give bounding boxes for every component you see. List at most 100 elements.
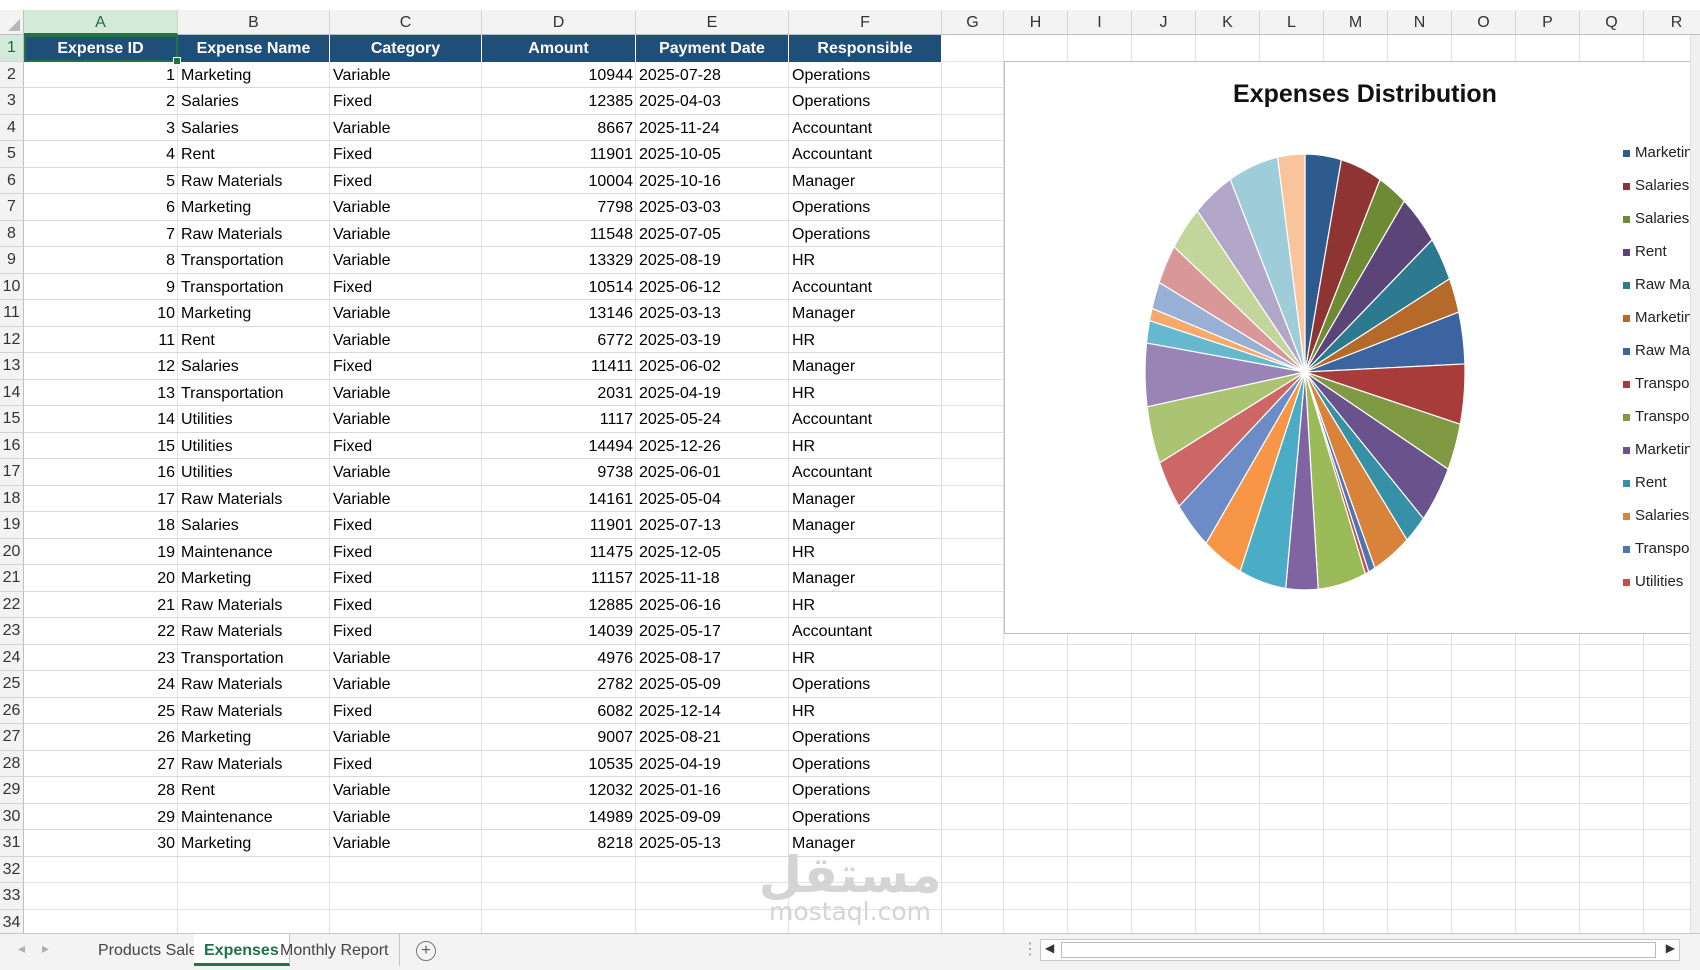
cell-expense-id[interactable]: 24 (157, 676, 175, 693)
cell-responsible[interactable]: Accountant (792, 119, 873, 137)
cell-responsible[interactable]: HR (792, 331, 816, 349)
cell-category[interactable]: Fixed (333, 755, 373, 773)
cell-category[interactable]: Fixed (333, 93, 373, 110)
cell-responsible[interactable]: Manager (792, 172, 856, 190)
cell-amount[interactable]: 13146 (588, 305, 634, 322)
cell-expense-name[interactable]: Raw Materials (181, 596, 283, 614)
cell-payment-date[interactable]: 2025-08-21 (639, 729, 721, 746)
add-sheet-icon[interactable]: + (416, 941, 436, 961)
header-category[interactable]: Category (330, 35, 482, 62)
cell-category[interactable]: Fixed (333, 437, 373, 455)
cell-payment-date[interactable]: 2025-07-13 (639, 517, 721, 534)
row-header-20[interactable]: 20 (0, 538, 24, 565)
cell-category[interactable]: Variable (333, 331, 391, 349)
cell-amount[interactable]: 14989 (588, 808, 634, 826)
cell-category[interactable]: Variable (333, 305, 391, 322)
cell-category[interactable]: Variable (333, 490, 391, 508)
cell-payment-date[interactable]: 2025-04-03 (639, 93, 721, 110)
column-header-n[interactable]: N (1388, 10, 1452, 35)
cell-payment-date[interactable]: 2025-06-16 (639, 596, 721, 614)
column-header-r[interactable]: R (1644, 10, 1700, 35)
cell-category[interactable]: Variable (333, 199, 391, 216)
row-header-7[interactable]: 7 (0, 194, 24, 221)
row-header-34[interactable]: 34 (0, 909, 24, 933)
cell-category[interactable]: Fixed (333, 172, 373, 190)
cell-payment-date[interactable]: 2025-11-24 (639, 119, 720, 137)
cell-expense-name[interactable]: Salaries (181, 93, 239, 110)
cell-expense-id[interactable]: 13 (157, 384, 175, 402)
cell-amount[interactable]: 13329 (588, 252, 634, 269)
cell-expense-id[interactable]: 16 (157, 464, 175, 481)
split-handle-icon[interactable]: ⋮ (1022, 941, 1038, 958)
cell-expense-name[interactable]: Marketing (181, 570, 252, 587)
cell-category[interactable]: Variable (333, 808, 391, 826)
column-header-a[interactable]: A (24, 10, 178, 35)
cell-expense-name[interactable]: Marketing (181, 305, 252, 322)
cell-expense-id[interactable]: 30 (157, 835, 175, 852)
cell-amount[interactable]: 14494 (588, 437, 634, 455)
column-header-g[interactable]: G (942, 10, 1004, 35)
cell-payment-date[interactable]: 2025-10-16 (639, 172, 721, 190)
cell-expense-name[interactable]: Raw Materials (181, 676, 283, 693)
cell-payment-date[interactable]: 2025-12-14 (639, 702, 721, 720)
cell-amount[interactable]: 8218 (597, 835, 633, 852)
cell-amount[interactable]: 12385 (588, 93, 634, 110)
cell-expense-name[interactable]: Raw Materials (181, 225, 283, 243)
row-header-31[interactable]: 31 (0, 830, 24, 857)
row-header-27[interactable]: 27 (0, 724, 24, 751)
cell-expense-name[interactable]: Rent (181, 146, 215, 163)
row-header-16[interactable]: 16 (0, 432, 24, 459)
cell-payment-date[interactable]: 2025-03-13 (639, 305, 721, 322)
cell-expense-name[interactable]: Rent (181, 331, 215, 349)
row-header-1[interactable]: 1 (0, 35, 24, 62)
scroll-right-icon[interactable]: ▶ (1665, 941, 1675, 955)
cell-payment-date[interactable]: 2025-06-12 (639, 278, 721, 296)
cell-responsible[interactable]: Operations (792, 782, 871, 799)
cell-expense-id[interactable]: 23 (157, 649, 175, 667)
column-header-k[interactable]: K (1196, 10, 1260, 35)
cell-amount[interactable]: 10004 (588, 172, 634, 190)
row-header-9[interactable]: 9 (0, 247, 24, 274)
cell-amount[interactable]: 11475 (589, 543, 633, 561)
cell-expense-name[interactable]: Salaries (181, 517, 239, 534)
row-header-30[interactable]: 30 (0, 803, 24, 830)
cell-payment-date[interactable]: 2025-05-09 (639, 676, 721, 693)
cell-expense-id[interactable]: 8 (166, 252, 175, 269)
cell-amount[interactable]: 2782 (597, 676, 633, 693)
cell-payment-date[interactable]: 2025-07-28 (639, 66, 721, 84)
cell-amount[interactable]: 8667 (597, 119, 633, 137)
cell-amount[interactable]: 11157 (590, 570, 633, 587)
cell-expense-id[interactable]: 7 (166, 225, 175, 243)
column-header-b[interactable]: B (178, 10, 330, 35)
pie-chart[interactable]: Expenses Distribution Marketing Salaries S… (1004, 61, 1700, 634)
cell-expense-id[interactable]: 20 (157, 570, 175, 587)
column-header-c[interactable]: C (330, 10, 482, 35)
cell-category[interactable]: Variable (333, 649, 391, 667)
cell-responsible[interactable]: Operations (792, 676, 871, 693)
horizontal-scrollbar[interactable]: ◀ ▶ (1040, 939, 1680, 961)
cell-expense-id[interactable]: 4 (166, 146, 175, 163)
row-header-3[interactable]: 3 (0, 88, 24, 115)
column-header-e[interactable]: E (636, 10, 789, 35)
cell-expense-id[interactable]: 11 (158, 331, 175, 349)
cell-payment-date[interactable]: 2025-05-04 (639, 490, 721, 508)
cell-expense-id[interactable]: 25 (157, 702, 175, 720)
column-header-m[interactable]: M (1324, 10, 1388, 35)
cell-amount[interactable]: 9007 (597, 729, 633, 746)
cell-payment-date[interactable]: 2025-04-19 (639, 755, 721, 773)
cell-expense-id[interactable]: 21 (157, 596, 175, 614)
header-responsible[interactable]: Responsible (789, 35, 942, 62)
cell-payment-date[interactable]: 2025-08-19 (639, 252, 721, 269)
cell-amount[interactable]: 10944 (588, 66, 634, 84)
cell-expense-name[interactable]: Salaries (181, 119, 239, 137)
cell-payment-date[interactable]: 2025-07-05 (639, 225, 721, 243)
cell-expense-id[interactable]: 5 (166, 172, 175, 190)
cell-expense-name[interactable]: Utilities (181, 437, 233, 455)
cell-category[interactable]: Variable (333, 66, 391, 84)
cell-payment-date[interactable]: 2025-06-02 (639, 358, 721, 375)
cell-responsible[interactable]: HR (792, 649, 816, 667)
cell-expense-id[interactable]: 22 (157, 623, 175, 640)
cell-responsible[interactable]: Manager (792, 517, 856, 534)
row-header-4[interactable]: 4 (0, 114, 24, 141)
